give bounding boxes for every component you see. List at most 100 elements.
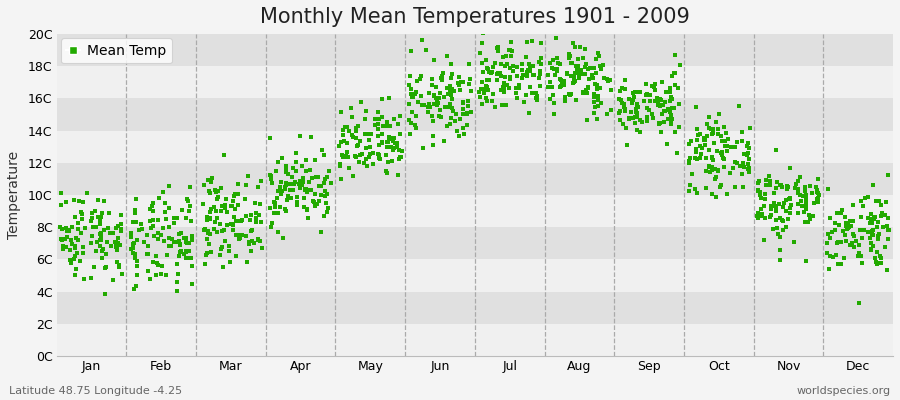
Point — [295, 182, 310, 188]
Point — [809, 183, 824, 190]
Point — [415, 36, 429, 43]
Point — [811, 197, 825, 203]
Point — [734, 171, 749, 177]
Point — [200, 217, 214, 224]
Point — [275, 188, 290, 194]
Point — [689, 104, 704, 110]
Point — [319, 200, 333, 206]
Point — [663, 112, 678, 118]
Point — [172, 241, 186, 248]
Point — [430, 100, 445, 107]
Point — [799, 206, 814, 212]
Point — [801, 219, 815, 225]
Point — [632, 88, 646, 95]
Point — [826, 254, 841, 260]
Point — [445, 86, 459, 92]
Point — [251, 236, 266, 243]
Point — [371, 150, 385, 157]
Point — [828, 227, 842, 233]
Point — [296, 179, 310, 185]
Point — [340, 149, 355, 155]
Point — [137, 239, 151, 245]
Point — [690, 190, 705, 196]
Point — [271, 229, 285, 235]
Point — [372, 154, 386, 161]
Point — [580, 90, 594, 96]
Point — [752, 214, 766, 221]
Point — [590, 82, 605, 88]
Point — [523, 68, 537, 74]
Point — [562, 54, 576, 61]
Point — [255, 245, 269, 251]
Point — [790, 178, 805, 184]
Point — [589, 70, 603, 76]
Point — [778, 207, 793, 214]
Point — [662, 97, 677, 104]
Point — [360, 163, 374, 169]
Point — [271, 210, 285, 216]
Point — [463, 76, 477, 82]
Point — [76, 199, 90, 205]
Point — [226, 198, 240, 204]
Point — [509, 64, 524, 70]
Point — [730, 138, 744, 145]
Point — [94, 232, 108, 238]
Point — [403, 86, 418, 92]
Point — [404, 94, 419, 100]
Point — [526, 72, 540, 78]
Point — [792, 174, 806, 180]
Point — [178, 238, 193, 245]
Point — [519, 54, 534, 60]
Point — [443, 100, 457, 107]
Point — [362, 154, 376, 160]
Point — [601, 78, 616, 84]
Point — [628, 89, 643, 96]
Point — [202, 188, 216, 194]
Point — [590, 50, 605, 56]
Point — [526, 62, 541, 69]
Point — [485, 98, 500, 104]
Point — [625, 100, 639, 106]
Point — [408, 122, 422, 128]
Point — [630, 126, 644, 133]
Point — [485, 68, 500, 75]
Point — [392, 154, 407, 160]
Point — [71, 237, 86, 244]
Point — [216, 152, 230, 158]
Point — [568, 78, 582, 84]
Point — [154, 232, 168, 238]
Point — [112, 242, 127, 248]
Point — [451, 80, 465, 86]
Point — [511, 82, 526, 88]
Point — [534, 60, 548, 67]
Point — [85, 215, 99, 221]
Point — [751, 188, 765, 194]
Point — [563, 53, 578, 59]
Point — [312, 197, 327, 204]
Point — [115, 271, 130, 277]
Point — [254, 178, 268, 184]
Point — [403, 131, 418, 137]
Point — [647, 84, 662, 90]
Point — [798, 196, 813, 203]
Point — [751, 179, 765, 186]
Point — [854, 235, 868, 241]
Point — [312, 183, 327, 189]
Point — [94, 248, 109, 255]
Point — [741, 140, 755, 147]
Point — [652, 103, 667, 109]
Point — [202, 215, 217, 222]
Point — [93, 230, 107, 237]
Point — [372, 116, 386, 122]
Point — [564, 73, 579, 79]
Point — [506, 63, 520, 70]
Point — [182, 248, 196, 254]
Point — [249, 218, 264, 225]
Point — [200, 250, 214, 256]
Point — [683, 155, 698, 161]
Point — [76, 250, 91, 256]
Point — [215, 203, 230, 210]
Point — [386, 138, 400, 144]
Point — [371, 120, 385, 127]
Point — [576, 71, 590, 77]
